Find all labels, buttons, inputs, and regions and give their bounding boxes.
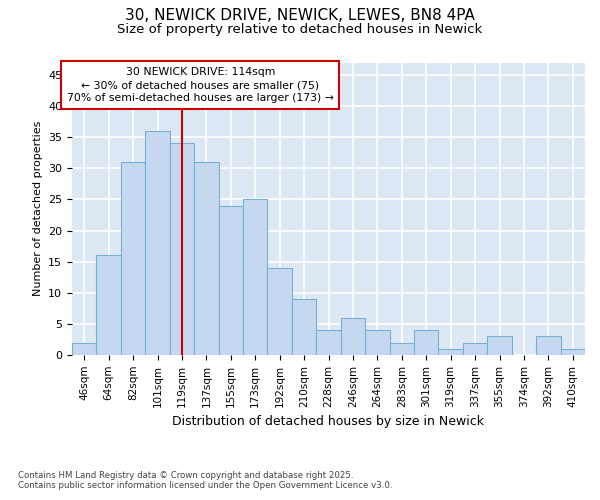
Y-axis label: Number of detached properties: Number of detached properties bbox=[32, 121, 43, 296]
Bar bbox=[268, 268, 292, 355]
Bar bbox=[194, 162, 218, 355]
Bar bbox=[463, 342, 487, 355]
Bar bbox=[121, 162, 145, 355]
Bar bbox=[170, 144, 194, 355]
Text: 30 NEWICK DRIVE: 114sqm
← 30% of detached houses are smaller (75)
70% of semi-de: 30 NEWICK DRIVE: 114sqm ← 30% of detache… bbox=[67, 67, 334, 104]
Text: Size of property relative to detached houses in Newick: Size of property relative to detached ho… bbox=[118, 22, 482, 36]
Bar bbox=[536, 336, 560, 355]
Bar bbox=[487, 336, 512, 355]
X-axis label: Distribution of detached houses by size in Newick: Distribution of detached houses by size … bbox=[173, 415, 485, 428]
Bar bbox=[316, 330, 341, 355]
Bar bbox=[218, 206, 243, 355]
Bar bbox=[97, 256, 121, 355]
Bar bbox=[292, 299, 316, 355]
Bar bbox=[389, 342, 414, 355]
Bar bbox=[414, 330, 439, 355]
Text: Contains HM Land Registry data © Crown copyright and database right 2025.
Contai: Contains HM Land Registry data © Crown c… bbox=[18, 470, 392, 490]
Bar bbox=[439, 349, 463, 355]
Bar bbox=[365, 330, 389, 355]
Bar bbox=[72, 342, 97, 355]
Bar bbox=[243, 200, 268, 355]
Bar bbox=[560, 349, 585, 355]
Bar bbox=[145, 131, 170, 355]
Text: 30, NEWICK DRIVE, NEWICK, LEWES, BN8 4PA: 30, NEWICK DRIVE, NEWICK, LEWES, BN8 4PA bbox=[125, 8, 475, 22]
Bar bbox=[341, 318, 365, 355]
